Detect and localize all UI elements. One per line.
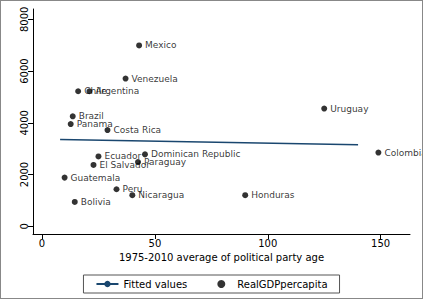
svg-text:0: 0 (39, 238, 45, 249)
svg-text:0: 0 (19, 223, 30, 229)
svg-text:RealGDPpercapita: RealGDPpercapita (237, 279, 327, 290)
svg-text:100: 100 (258, 238, 277, 249)
svg-text:Bolivia: Bolivia (81, 197, 111, 207)
svg-text:El Salvador: El Salvador (100, 160, 151, 170)
svg-text:Argentina: Argentina (95, 86, 139, 96)
svg-text:2000: 2000 (19, 162, 30, 187)
svg-text:Paraguay: Paraguay (144, 157, 187, 167)
svg-text:50: 50 (149, 238, 162, 249)
svg-text:150: 150 (371, 238, 390, 249)
svg-text:Brazil: Brazil (78, 111, 104, 122)
svg-text:Mexico: Mexico (145, 40, 177, 50)
svg-text:Ecuador: Ecuador (104, 151, 142, 162)
svg-text:Costa Rica: Costa Rica (113, 125, 161, 135)
svg-text:Peru: Peru (122, 184, 143, 195)
svg-text:Colombia: Colombia (384, 148, 422, 158)
svg-text:Guatemala: Guatemala (71, 173, 121, 183)
svg-text:Nicaragua: Nicaragua (138, 190, 184, 200)
svg-text:Honduras: Honduras (251, 190, 295, 200)
svg-text:Uruguay: Uruguay (330, 104, 369, 114)
svg-text:6000: 6000 (19, 58, 30, 83)
svg-text:Panama: Panama (77, 119, 113, 129)
svg-text:Dominican Republic: Dominican Republic (151, 149, 241, 160)
svg-text:1975-2010 average of political: 1975-2010 average of political party age (119, 252, 324, 263)
svg-text:Fitted values: Fitted values (123, 279, 187, 290)
svg-text:Venezuela: Venezuela (132, 74, 178, 84)
svg-text:8000: 8000 (19, 7, 30, 32)
svg-text:4000: 4000 (19, 110, 30, 135)
